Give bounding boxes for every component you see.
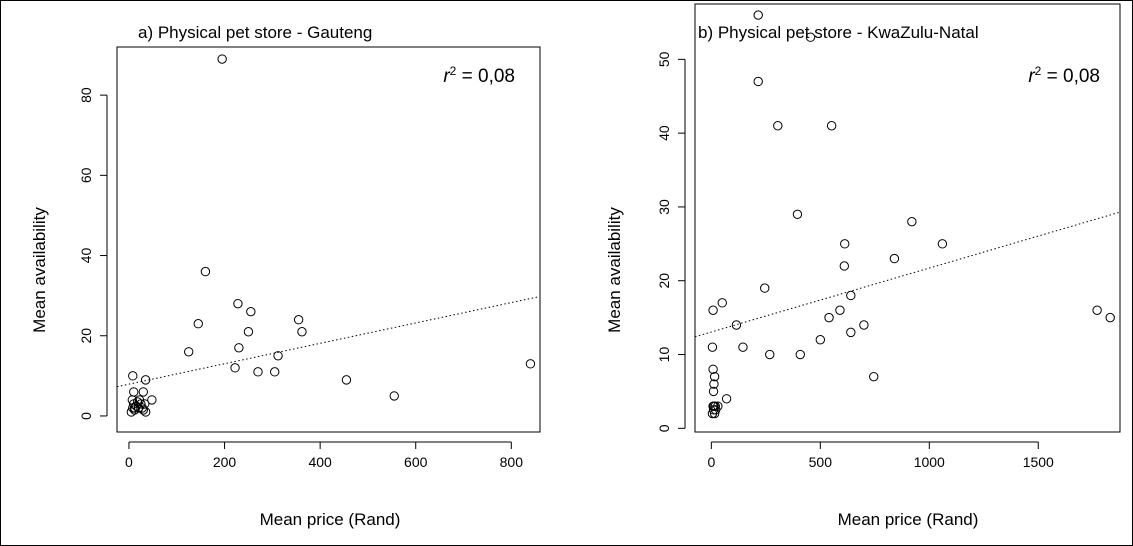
panel-a-data-point (230, 363, 240, 373)
panel-b-plot-area (694, 3, 1121, 433)
panel-b-data-point (889, 253, 900, 264)
panel-a-x-tick-label: 800 (500, 454, 524, 470)
panel-a-data-point (217, 54, 227, 64)
panel-a-y-tick-label: 80 (78, 87, 94, 103)
panel-a-data-point (297, 327, 307, 337)
panel-a-plot-area (116, 46, 541, 433)
panel-b-data-point (937, 239, 948, 249)
panel-b-data-point (840, 239, 850, 249)
panel-b-data-point (717, 298, 727, 308)
panel-a-data-point (129, 403, 140, 413)
panel-b-data-point (708, 305, 718, 315)
panel-b-data-point (708, 364, 718, 374)
panel-b-data-point (1105, 312, 1115, 323)
panel-a-data-point (293, 315, 304, 325)
panel-a-data-point (138, 405, 148, 415)
panel-a: a) Physical pet store - Gauteng Mean pri… (30, 23, 541, 529)
panel-a-xlabel: Mean price (Rand) (260, 510, 401, 529)
panel-b-data-point (839, 261, 849, 271)
panel-b-y-tick-label: 10 (656, 347, 672, 363)
panel-a-regression-line (116, 295, 541, 388)
panel-a-data-point (389, 391, 399, 401)
panel-b-x-tick-label: 500 (809, 454, 833, 470)
panel-b-data-point (710, 401, 720, 411)
panel-b-data-point (869, 371, 879, 382)
panel-b-data-point (792, 209, 803, 220)
panel-a-title: a) Physical pet store - Gauteng (138, 23, 372, 42)
panel-a-r2-annotation: r2 = 0,08 (443, 64, 515, 87)
panel-b-data-point (835, 305, 845, 315)
panel-b-data-point (826, 121, 837, 131)
panel-a-data-point (193, 319, 203, 329)
panel-b-y-tick-label: 40 (656, 125, 672, 141)
panel-a-data-point (129, 387, 139, 397)
panel-b-data-point (760, 283, 770, 293)
panel-b-data-point (824, 312, 834, 323)
panel-b-ylabel: Mean availability (605, 207, 624, 333)
panel-b-data-point (846, 290, 856, 301)
panel-a-data-point (525, 359, 536, 369)
panel-a-data-point (253, 367, 263, 377)
panel-a-y-tick-label: 40 (78, 248, 94, 264)
panel-b-data-point (1092, 305, 1102, 315)
panel-b-data-point (738, 342, 748, 352)
panel-b-data-point (805, 32, 816, 42)
panel-b-x-tick-label: 1000 (914, 454, 945, 470)
panel-b-y-tick-label: 0 (656, 424, 672, 432)
panel-b-x-tick-label: 0 (707, 454, 715, 470)
panel-a-data-point (140, 375, 151, 385)
panel-b-data-point (765, 349, 775, 360)
panel-b-data-point (795, 349, 805, 360)
panel-b-data-point (753, 76, 763, 87)
panel-a-y-tick-label: 0 (78, 412, 94, 420)
panel-a-data-point (128, 371, 138, 381)
panel-b-y-tick-label: 30 (656, 199, 672, 215)
panel-b-data-point (707, 342, 718, 352)
panel-b-data-point (846, 327, 856, 338)
panel-b-x-tick-label: 1500 (1023, 454, 1054, 470)
panel-b-data-point (753, 10, 763, 20)
panel-b-data-point (907, 216, 917, 227)
panel-b-data-point (731, 320, 742, 330)
panel-a-x-tick-label: 0 (125, 454, 133, 470)
panel-a-y-tick-label: 60 (78, 167, 94, 183)
panel-b-y-tick-label: 50 (656, 51, 672, 67)
panel-b-y-tick-label: 20 (656, 273, 672, 289)
panel-b-data-point (773, 121, 783, 131)
panel-a-data-point (138, 387, 148, 397)
panel-b-data-point (709, 379, 719, 389)
panel-a-data-point (270, 367, 280, 377)
panel-b-data-point (721, 394, 732, 404)
panel-a-data-point (243, 327, 254, 337)
panel-b-data-point (709, 371, 720, 382)
panel-a-data-point (273, 351, 283, 361)
panel-a-data-point (234, 343, 244, 353)
panel-a-data-point (140, 407, 151, 417)
panel-b-title: b) Physical pet store - KwaZulu-Natal (698, 23, 979, 42)
panel-a-x-tick-label: 400 (308, 454, 332, 470)
panel-a-x-tick-label: 600 (404, 454, 428, 470)
panel-b-xlabel: Mean price (Rand) (838, 510, 979, 529)
panel-a-ylabel: Mean availability (30, 207, 49, 333)
panel-a-y-tick-label: 20 (78, 328, 94, 344)
panel-b-data-point (859, 320, 869, 330)
panel-a-x-tick-label: 200 (213, 454, 237, 470)
panel-a-data-point (233, 298, 243, 309)
panel-b-data-point (708, 386, 719, 397)
panel-a-data-point (147, 395, 157, 405)
panel-a-data-point (200, 266, 211, 277)
panel-a-data-point (183, 347, 194, 357)
panel-b-data-point (815, 335, 826, 345)
panel-b-regression-line (694, 211, 1121, 338)
panel-b-r2-annotation: r2 = 0,08 (1028, 64, 1100, 87)
panel-a-data-point (246, 306, 256, 317)
panel-b: b) Physical pet store - KwaZulu-Natal Me… (605, 3, 1121, 529)
panel-b-data-point (713, 401, 723, 411)
panel-a-data-point (341, 375, 352, 385)
